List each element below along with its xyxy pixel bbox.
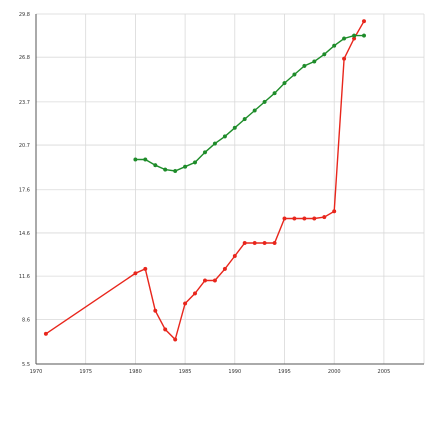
data-point: [133, 157, 138, 162]
data-point: [242, 240, 247, 246]
data-point: [262, 99, 267, 104]
data-point: [202, 278, 208, 283]
data-point: [153, 308, 158, 313]
data-point: [361, 19, 367, 24]
data-point: [143, 157, 148, 162]
y-tick-label: 29.8: [19, 12, 30, 18]
data-point: [322, 215, 327, 220]
data-point: [332, 209, 337, 214]
data-point: [292, 72, 297, 77]
y-tick-label: 14.6: [19, 231, 30, 237]
y-tick-label: 8.6: [22, 317, 30, 323]
data-point: [143, 266, 148, 271]
data-point: [302, 216, 307, 221]
data-point: [242, 117, 247, 122]
data-point: [312, 59, 317, 64]
data-point: [153, 163, 158, 168]
data-point: [272, 240, 277, 246]
data-point: [282, 81, 287, 86]
y-tick-label: 26.8: [19, 55, 30, 61]
data-point: [232, 125, 237, 130]
data-point: [282, 216, 287, 221]
x-tick-label: 1995: [278, 369, 291, 375]
data-point: [252, 108, 257, 113]
data-point: [332, 43, 337, 48]
data-point: [173, 168, 178, 174]
data-point: [312, 216, 317, 221]
data-point: [183, 164, 188, 169]
x-tick-label: 1975: [79, 369, 92, 375]
data-point: [183, 301, 188, 306]
x-tick-label: 2000: [328, 369, 341, 375]
tick-labels: 1970 1975 1980 1985 1990 1995 2000 2005 5.5 8.6 11…: [19, 12, 390, 375]
y-tick-label: 11.6: [19, 274, 30, 280]
data-point: [202, 150, 208, 155]
data-point: [212, 278, 217, 283]
data-point: [212, 141, 217, 146]
x-tick-label: 1980: [129, 369, 142, 375]
data-point: [222, 134, 227, 139]
x-tick-label: 1970: [30, 369, 43, 375]
data-point: [163, 327, 168, 332]
data-point: [232, 253, 237, 259]
series-lines: [43, 19, 367, 342]
data-point: [222, 266, 227, 271]
y-tick-label: 17.6: [19, 188, 30, 194]
data-point: [322, 52, 327, 57]
y-tick-label: 23.7: [19, 100, 30, 106]
data-point: [292, 216, 297, 221]
data-point: [302, 63, 307, 68]
x-tick-label: 1985: [179, 369, 192, 375]
data-point: [342, 56, 347, 61]
x-tick-label: 1990: [228, 369, 241, 375]
data-point: [342, 36, 347, 41]
data-point: [192, 291, 198, 296]
gridlines: [35, 13, 425, 365]
axes: [35, 14, 424, 365]
data-point: [192, 160, 198, 165]
x-tick-label: 2005: [378, 369, 391, 375]
y-tick-label: 20.7: [19, 143, 30, 149]
data-point: [133, 271, 138, 276]
data-point: [272, 91, 277, 96]
data-point: [173, 337, 178, 342]
data-point: [262, 240, 267, 246]
data-point: [163, 167, 168, 172]
data-point: [252, 240, 257, 246]
data-point: [352, 33, 357, 38]
y-tick-label: 5.5: [22, 362, 30, 368]
data-point: [43, 331, 48, 336]
data-point: [361, 33, 367, 38]
